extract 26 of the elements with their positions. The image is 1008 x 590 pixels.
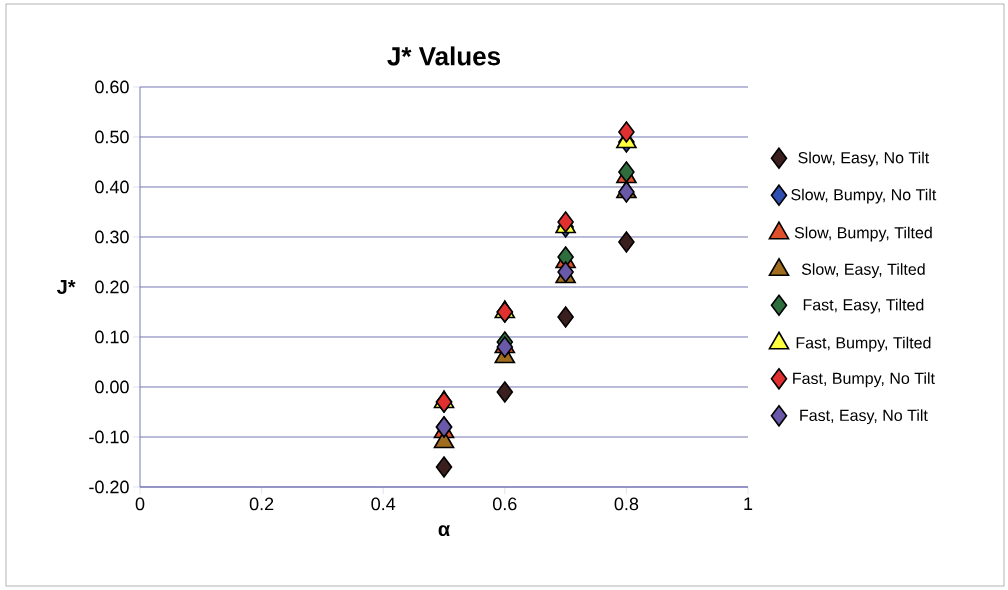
x-tick-label: 0.4	[371, 497, 396, 511]
y-tick-label: -0.10	[89, 430, 129, 444]
x-tick-label: 0.8	[614, 497, 639, 511]
legend-label: Fast, Easy, No Tilt	[800, 409, 928, 425]
x-tick-label: 1	[744, 497, 753, 510]
y-tick-label: 0.30	[95, 230, 129, 244]
y-tick-label: 0.10	[95, 330, 129, 344]
legend-label: Slow, Bumpy, No Tilt	[791, 188, 937, 204]
x-tick-label: 0	[135, 497, 145, 511]
legend-label: Slow, Bumpy, Tilted	[794, 226, 932, 242]
x-tick-label: 0.6	[493, 497, 517, 511]
legend-label: Fast, Bumpy, No Tilt	[793, 372, 935, 388]
y-tick-label: 0.00	[95, 380, 129, 394]
chart-title: J* Values	[387, 46, 501, 66]
x-tick-label: 0.2	[249, 497, 274, 511]
x-axis-title: α	[438, 525, 450, 537]
y-tick-label: 0.50	[95, 130, 129, 144]
legend-label: Slow, Easy, Tilted	[801, 263, 925, 279]
y-tick-label: 0.40	[95, 180, 129, 194]
y-axis-title: J*	[56, 280, 76, 294]
legend-label: Fast, Bumpy, Tilted	[796, 336, 931, 352]
legend-label: Slow, Easy, No Tilt	[798, 151, 930, 167]
y-tick-label: -0.20	[89, 480, 129, 494]
y-tick-label: 0.20	[95, 280, 129, 294]
y-tick-label: 0.60	[95, 80, 129, 94]
legend-label: Fast, Easy, Tilted	[803, 298, 924, 314]
